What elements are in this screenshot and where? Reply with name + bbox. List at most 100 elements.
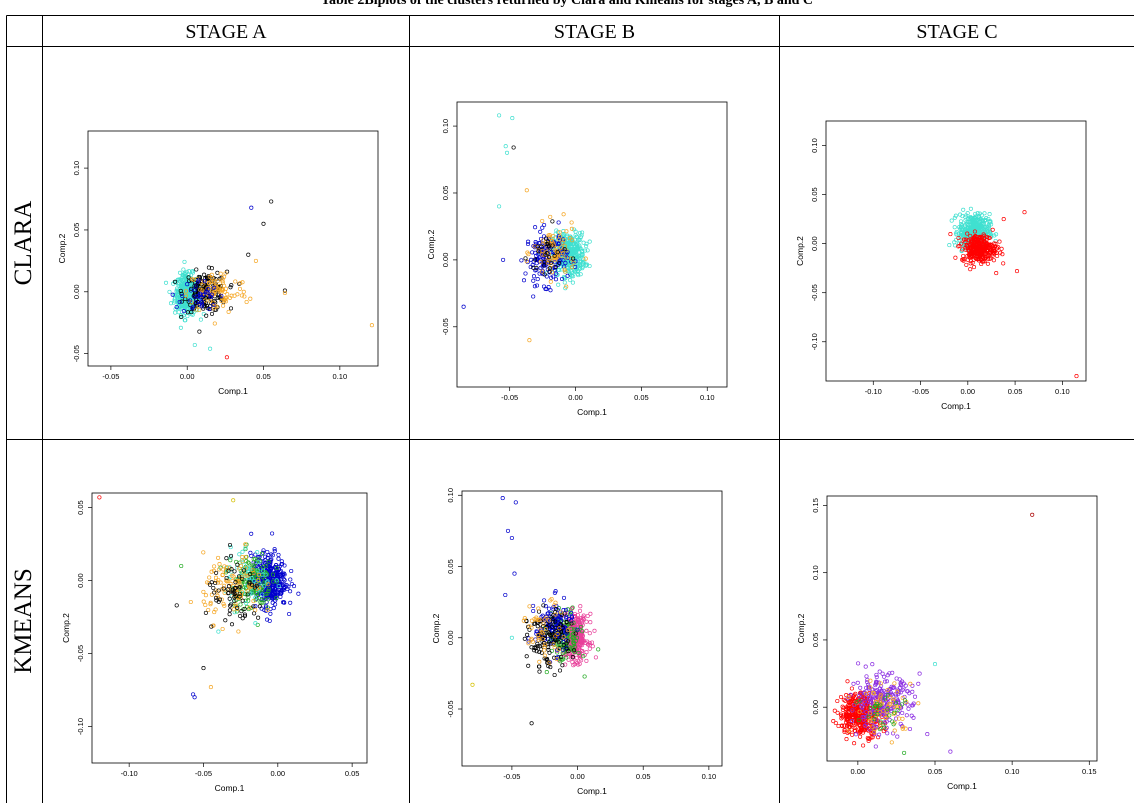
data-point: [888, 698, 893, 703]
data-point: [856, 661, 861, 666]
data-point: [958, 212, 963, 217]
data-point: [237, 286, 243, 291]
data-point: [247, 579, 252, 585]
data-point: [968, 251, 973, 256]
data-point: [179, 306, 184, 311]
data-point: [958, 235, 963, 240]
data-point: [900, 710, 905, 716]
data-point: [575, 264, 580, 269]
data-point: [551, 613, 556, 618]
data-point: [274, 573, 279, 578]
x-tick-label: -0.05: [501, 393, 518, 402]
data-point: [836, 723, 841, 729]
y-axis-label: Comp.2: [57, 233, 67, 263]
data-point: [984, 237, 989, 242]
data-point: [868, 707, 873, 712]
data-point: [274, 593, 279, 598]
y-tick-label: 0.05: [76, 500, 85, 515]
data-point: [978, 217, 983, 222]
biplot-kmeans-stage-b: -0.05 0.00 0.05 0.10 -0.05 0.00 0.05 0.10 Comp.1…: [430, 485, 730, 800]
data-point: [233, 279, 238, 284]
data-point: [220, 573, 225, 578]
data-point: [575, 261, 580, 266]
data-point: [276, 552, 281, 557]
data-point: [233, 585, 238, 590]
data-point: [192, 294, 197, 299]
y-tick-label: 0.00: [76, 573, 85, 588]
data-point: [569, 621, 574, 626]
data-point: [555, 230, 561, 235]
data-point: [964, 262, 969, 267]
data-point: [544, 236, 549, 241]
data-point: [553, 617, 558, 622]
data-point: [570, 280, 575, 285]
y-tick-label: 0.00: [446, 630, 455, 645]
data-point: [542, 648, 547, 653]
data-point: [561, 229, 566, 234]
data-point: [540, 238, 545, 243]
data-point: [555, 631, 560, 636]
data-point: [862, 691, 867, 696]
data-point: [896, 692, 901, 697]
data-point: [500, 496, 505, 501]
data-point: [497, 204, 502, 209]
data-point: [172, 292, 177, 298]
data-point: [267, 565, 272, 570]
data-point: [576, 650, 581, 656]
data-point: [864, 721, 869, 726]
data-point: [883, 715, 888, 720]
data-point: [953, 213, 958, 218]
data-point: [972, 229, 977, 234]
data-point: [851, 681, 856, 686]
data-point: [265, 572, 270, 577]
data-point: [216, 577, 221, 583]
data-point: [552, 265, 557, 270]
data-point: [282, 587, 287, 592]
y-axis-label: Comp.2: [61, 613, 71, 643]
data-point: [957, 225, 962, 230]
data-point: [252, 578, 257, 584]
x-tick-label: -0.05: [102, 372, 119, 381]
data-point: [986, 256, 991, 261]
data-point: [505, 528, 511, 533]
data-point: [181, 267, 186, 272]
data-point: [527, 338, 532, 343]
data-point: [222, 274, 227, 279]
scatter-svg: 0.00 0.05 0.10 0.15 0.00 0.05 0.10 0.15 Comp.1 Co…: [796, 495, 1098, 791]
data-point: [174, 603, 179, 608]
data-point: [180, 293, 185, 298]
data-point: [565, 628, 570, 633]
data-point: [882, 674, 887, 679]
data-point: [175, 288, 181, 293]
data-point: [207, 298, 212, 303]
data-point: [534, 283, 540, 288]
data-point: [908, 681, 913, 686]
data-point: [260, 575, 265, 580]
data-point: [883, 696, 888, 701]
data-point: [876, 693, 881, 698]
data-point: [531, 294, 536, 299]
data-point: [850, 712, 856, 717]
data-point: [260, 550, 265, 555]
data-point: [552, 260, 557, 265]
data-point: [242, 612, 247, 617]
data-point: [227, 608, 232, 613]
data-point: [864, 710, 869, 715]
data-point: [529, 721, 534, 726]
data-point: [176, 283, 181, 288]
data-point: [845, 679, 850, 684]
data-point: [544, 656, 549, 661]
data-point: [568, 278, 573, 283]
data-point: [562, 244, 567, 249]
data-point: [274, 578, 279, 583]
data-point: [521, 278, 527, 283]
data-point: [527, 604, 532, 609]
data-point: [874, 672, 879, 677]
data-point: [271, 606, 276, 611]
data-point: [833, 720, 838, 726]
data-point: [541, 603, 546, 608]
data-point: [266, 597, 271, 602]
data-point: [561, 595, 567, 600]
data-point: [999, 246, 1004, 251]
data-point: [985, 227, 990, 232]
